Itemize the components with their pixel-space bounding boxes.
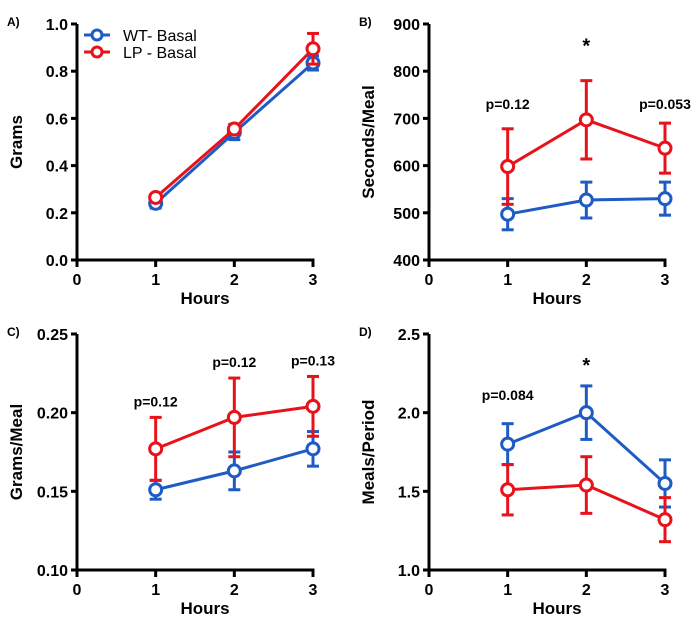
y-tick-label: 900 <box>393 17 420 34</box>
panel-c: C) 0.10 0.15 0.20 0.25 0 1 2 3 Hours Grams/Meal p=0… <box>7 325 335 618</box>
data-point <box>657 191 673 207</box>
x-tick-label: 2 <box>582 272 591 289</box>
data-point <box>226 121 242 137</box>
legend-marker <box>90 28 104 42</box>
x-tick-label: 1 <box>503 582 512 599</box>
data-point <box>305 398 321 414</box>
y-axis-label: Grams <box>7 115 26 169</box>
y-tick-label: 2.0 <box>398 406 420 423</box>
legend-label: LP - Basal <box>123 45 197 62</box>
data-point <box>578 112 594 128</box>
series-lp <box>500 79 673 206</box>
x-axis-label: Hours <box>532 289 581 308</box>
y-tick-label: 0.25 <box>37 327 68 344</box>
x-tick-label: 3 <box>309 582 318 599</box>
data-point <box>657 140 673 156</box>
y-tick-label: 600 <box>393 159 420 176</box>
x-tick-label: 0 <box>425 582 434 599</box>
y-tick-label: 800 <box>393 64 420 81</box>
data-point <box>305 441 321 457</box>
panel-a: A) 0.0 0.2 0.4 0.6 0.8 1.0 0 1 2 3 Hours Grams WT- Ba… <box>7 15 321 308</box>
panel-label: A) <box>7 15 20 29</box>
significance-annotation: * <box>582 35 590 57</box>
data-point <box>500 482 516 498</box>
significance-annotation: * <box>582 355 590 377</box>
significance-annotation: p=0.12 <box>212 354 256 370</box>
x-tick-label: 2 <box>582 582 591 599</box>
y-tick-label: 0.20 <box>37 406 68 423</box>
y-tick-label: 0.4 <box>46 159 68 176</box>
y-tick-label: 400 <box>393 253 420 270</box>
series-wt <box>500 180 673 232</box>
significance-annotation: p=0.053 <box>639 96 691 112</box>
data-point <box>305 41 321 57</box>
x-tick-label: 3 <box>309 272 318 289</box>
x-tick-label: 0 <box>73 272 82 289</box>
x-tick-label: 2 <box>230 582 239 599</box>
data-point <box>578 405 594 421</box>
x-axis-label: Hours <box>180 599 229 618</box>
y-tick-label: 500 <box>393 206 420 223</box>
panel-b: B) 400 500 600 700 800 900 0 1 2 3 Hours Seconds/Mea… <box>359 15 691 308</box>
y-tick-label: 0.2 <box>46 206 68 223</box>
panel-label: C) <box>7 325 20 339</box>
data-point <box>657 512 673 528</box>
series-wt <box>500 384 673 509</box>
data-point <box>148 189 164 205</box>
data-point <box>657 475 673 491</box>
x-axis-label: Hours <box>532 599 581 618</box>
data-point <box>148 441 164 457</box>
y-tick-label: 1.5 <box>398 484 420 501</box>
legend-marker <box>90 45 104 59</box>
x-tick-label: 2 <box>230 272 239 289</box>
data-point <box>500 159 516 175</box>
data-point <box>578 477 594 493</box>
x-tick-label: 0 <box>73 582 82 599</box>
x-tick-label: 1 <box>151 582 160 599</box>
series-lp <box>500 455 673 544</box>
data-point <box>226 463 242 479</box>
legend-label: WT- Basal <box>123 28 197 45</box>
series-wt <box>148 430 321 501</box>
y-axis-label: Grams/Meal <box>7 404 26 500</box>
data-point <box>500 436 516 452</box>
significance-annotation: p=0.12 <box>486 96 530 112</box>
significance-annotation: p=0.12 <box>134 393 178 409</box>
data-point <box>148 482 164 498</box>
series-lp <box>148 31 321 205</box>
y-tick-label: 700 <box>393 111 420 128</box>
y-tick-label: 1.0 <box>46 17 68 34</box>
significance-annotation: p=0.13 <box>291 352 335 368</box>
y-tick-label: 0.8 <box>46 64 68 81</box>
y-tick-label: 2.5 <box>398 327 420 344</box>
data-point <box>500 206 516 222</box>
x-axis-label: Hours <box>180 289 229 308</box>
y-axis-label: Meals/Period <box>359 400 378 505</box>
x-tick-label: 3 <box>661 582 670 599</box>
y-tick-label: 1.0 <box>398 563 420 580</box>
x-tick-label: 0 <box>425 272 434 289</box>
x-tick-label: 1 <box>151 272 160 289</box>
panel-label: B) <box>359 15 372 29</box>
x-tick-label: 1 <box>503 272 512 289</box>
y-tick-label: 0.0 <box>46 253 68 270</box>
y-tick-label: 0.15 <box>37 484 68 501</box>
data-point <box>578 192 594 208</box>
significance-annotation: p=0.084 <box>482 387 534 403</box>
data-point <box>226 409 242 425</box>
panel-label: D) <box>359 325 372 339</box>
x-tick-label: 3 <box>661 272 670 289</box>
panel-d: D) 1.0 1.5 2.0 2.5 0 1 2 3 Hours Meals/Period p=0.0… <box>359 325 673 618</box>
series-lp <box>148 374 321 482</box>
y-axis-label: Seconds/Meal <box>359 85 378 198</box>
y-tick-label: 0.6 <box>46 111 68 128</box>
y-tick-label: 0.10 <box>37 563 68 580</box>
